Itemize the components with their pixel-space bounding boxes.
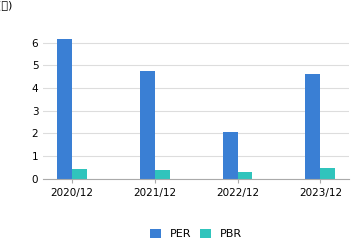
Bar	[320, 168, 335, 179]
Bar	[140, 71, 155, 179]
Bar	[306, 74, 320, 179]
Legend: PER, PBR: PER, PBR	[150, 229, 242, 239]
Bar	[72, 169, 87, 179]
Bar	[57, 39, 72, 179]
Bar	[155, 170, 170, 179]
Bar	[238, 172, 252, 179]
Bar	[223, 132, 238, 179]
Text: (배): (배)	[0, 0, 13, 10]
